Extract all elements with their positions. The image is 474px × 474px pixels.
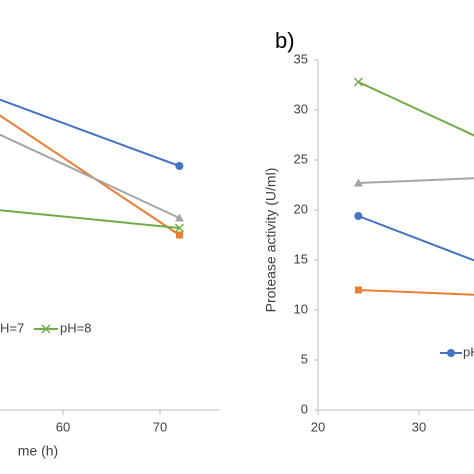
point [353, 77, 363, 87]
x-axis-label: me (h) [18, 443, 58, 459]
y-tick-label: 10 [294, 301, 308, 316]
point [353, 178, 363, 187]
plot [0, 98, 184, 239]
series-line [0, 98, 180, 167]
x-tick-label: 70 [153, 419, 167, 434]
point [354, 212, 363, 220]
x-tick-label: 60 [56, 419, 70, 434]
y-tick-label: 5 [301, 351, 308, 366]
y-axis-label: Protease activity (U/ml) [263, 168, 279, 313]
legend-label: H=7 [0, 320, 24, 335]
series-line [0, 114, 180, 236]
y-tick-label: 15 [294, 251, 308, 266]
legend-marker [447, 349, 455, 357]
legend-marker [41, 324, 51, 334]
series-line [358, 215, 474, 262]
legend-label: pH=8 [60, 320, 91, 335]
series-line [0, 133, 180, 219]
panel-label: b) [275, 28, 295, 53]
legend-label: pH [463, 344, 474, 359]
series-line [0, 209, 180, 229]
point [354, 286, 362, 294]
point [175, 162, 184, 170]
y-tick-label: 0 [301, 401, 308, 416]
y-tick-label: 25 [294, 151, 308, 166]
series-line [357, 81, 474, 137]
y-tick-label: 35 [294, 51, 308, 66]
plot [353, 77, 474, 296]
series-line [358, 177, 474, 184]
point [174, 213, 184, 222]
y-tick-label: 20 [294, 201, 308, 216]
series-line [358, 289, 474, 296]
x-tick-label: 30 [412, 419, 426, 434]
y-tick-label: 30 [294, 101, 308, 116]
point [175, 231, 183, 239]
point [174, 223, 184, 233]
x-tick-label: 20 [311, 419, 325, 434]
